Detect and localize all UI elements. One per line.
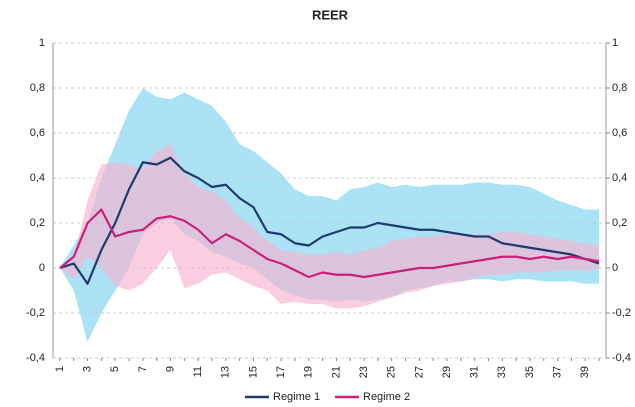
y2-tick-label: 0,6 (612, 127, 627, 139)
series-line (59, 208, 600, 279)
x-tick-label: 9 (164, 366, 176, 372)
x-tick-label: 13 (220, 366, 232, 378)
y-tick-label: 0,2 (30, 217, 45, 229)
x-tick-label: 31 (469, 366, 481, 378)
y2-tick-label: 0,4 (612, 172, 627, 184)
y2-tick-label: -0,2 (612, 307, 631, 319)
y2-tick-label: 1 (612, 37, 618, 49)
x-tick-label: 39 (579, 366, 591, 378)
legend-label: Regime 1 (273, 391, 320, 403)
legend-label: Regime 2 (363, 391, 410, 403)
chart-title: REER (312, 7, 349, 22)
x-tick-label: 15 (247, 366, 259, 378)
y-tick-label: 0,8 (30, 82, 45, 94)
x-tick-label: 27 (413, 366, 425, 378)
x-tick-label: 23 (358, 366, 370, 378)
x-tick-label: 37 (552, 366, 564, 378)
y-tick-label: 0,4 (30, 172, 45, 184)
confidence-band (59, 144, 600, 309)
y-tick-label: 0 (39, 262, 45, 274)
y-tick-label: -0,4 (26, 352, 45, 364)
x-tick-label: 3 (81, 366, 93, 372)
y2-tick-label: -0,4 (612, 352, 631, 364)
x-tick-label: 35 (524, 366, 536, 378)
y2-tick-label: 0 (612, 262, 618, 274)
x-tick-label: 5 (109, 366, 121, 372)
x-tick-label: 29 (441, 366, 453, 378)
y2-tick-label: 0,2 (612, 217, 627, 229)
x-tick-label: 25 (386, 366, 398, 378)
series-line (59, 156, 600, 285)
x-tick-label: 19 (303, 366, 315, 378)
y-tick-label: -0,2 (26, 307, 45, 319)
y-tick-label: 0,6 (30, 127, 45, 139)
y-tick-label: 1 (39, 37, 45, 49)
x-tick-label: 1 (54, 366, 66, 372)
x-tick-label: 21 (330, 366, 342, 378)
x-tick-label: 33 (496, 366, 508, 378)
x-tick-label: 17 (275, 366, 287, 378)
y2-tick-label: 0,8 (612, 82, 627, 94)
x-tick-label: 7 (137, 366, 149, 372)
x-tick-label: 11 (192, 366, 204, 377)
